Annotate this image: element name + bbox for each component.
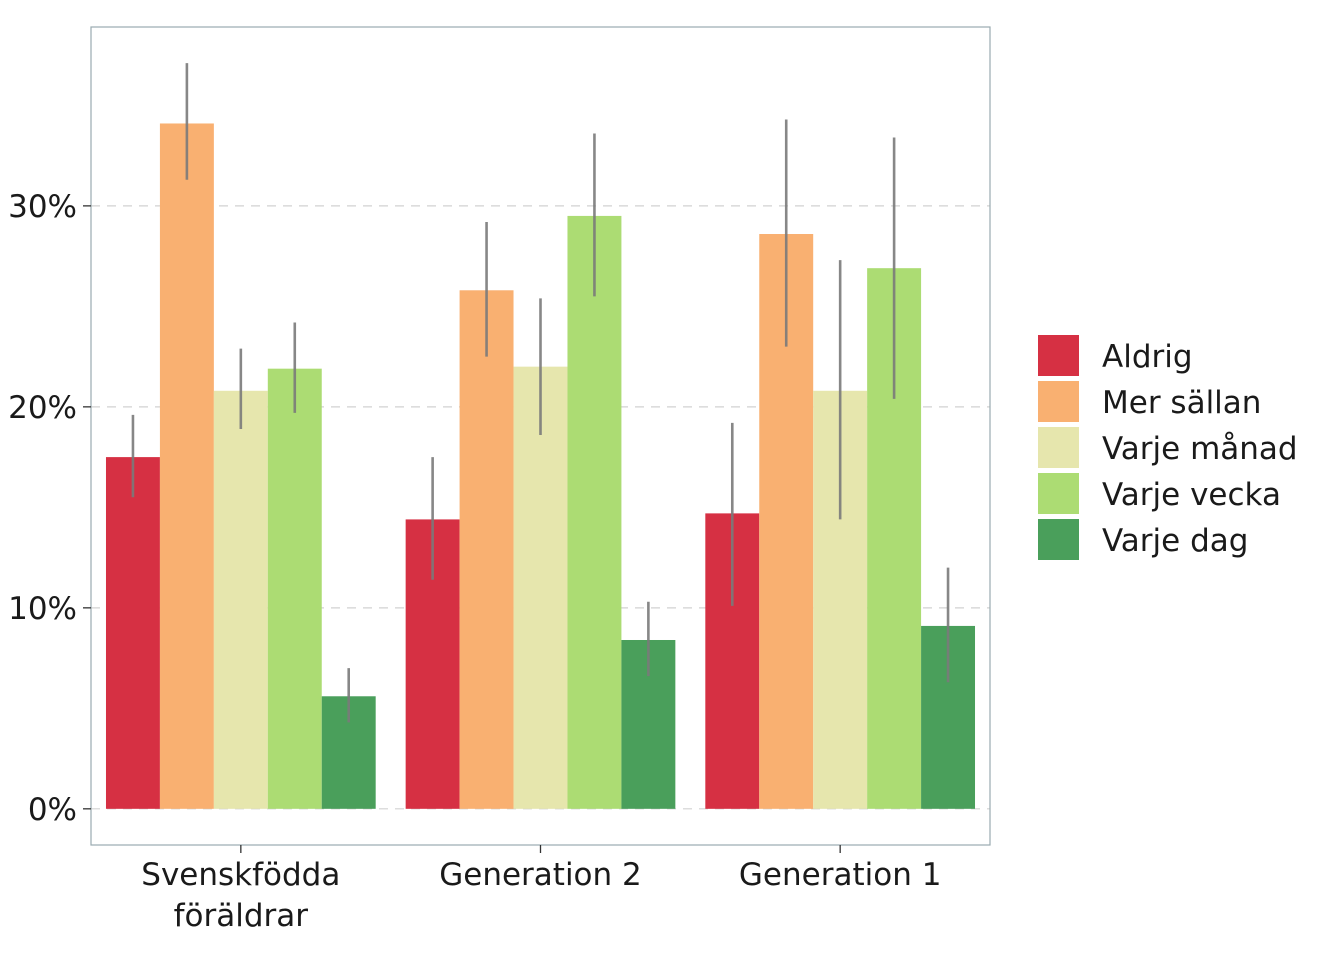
legend: Aldrig Mer sällan Varje månad Varje vecka Va… xyxy=(1038,335,1298,560)
y-tick-label: 30% xyxy=(8,189,77,225)
y-tick-label: 20% xyxy=(8,390,77,426)
x-tick-label-line: Generation 1 xyxy=(739,857,942,893)
x-tick-label-line: föräldrar xyxy=(174,898,309,934)
x-axis: Svenskfödda föräldrar Generation 2 Generati… xyxy=(141,845,941,934)
error-bars xyxy=(131,63,950,723)
y-tick-label: 0% xyxy=(28,792,77,828)
legend-label: Mer sällan xyxy=(1102,385,1261,421)
legend-label: Varje dag xyxy=(1102,523,1248,559)
x-tick-label-line: Generation 2 xyxy=(439,857,642,893)
legend-key xyxy=(1038,381,1079,422)
x-tick-label-line: Svenskfödda xyxy=(141,857,340,893)
y-axis: 0% 10% 20% 30% xyxy=(8,189,91,828)
bar xyxy=(213,390,268,809)
bar xyxy=(105,457,160,809)
bar xyxy=(513,366,568,809)
bars xyxy=(105,123,976,809)
x-tick-label: Svenskfödda föräldrar xyxy=(141,857,340,934)
bar xyxy=(159,123,214,809)
legend-key xyxy=(1038,519,1079,560)
legend-label: Aldrig xyxy=(1102,339,1193,375)
bar xyxy=(459,290,514,809)
legend-label: Varje månad xyxy=(1102,431,1298,467)
legend-key xyxy=(1038,335,1079,376)
legend-key xyxy=(1038,473,1079,514)
legend-key xyxy=(1038,427,1079,468)
bar xyxy=(567,215,622,809)
legend-label: Varje vecka xyxy=(1102,477,1281,513)
x-tick-label: Generation 2 xyxy=(439,857,642,893)
y-tick-label: 10% xyxy=(8,591,77,627)
bar xyxy=(267,368,322,809)
x-tick-label: Generation 1 xyxy=(739,857,942,893)
